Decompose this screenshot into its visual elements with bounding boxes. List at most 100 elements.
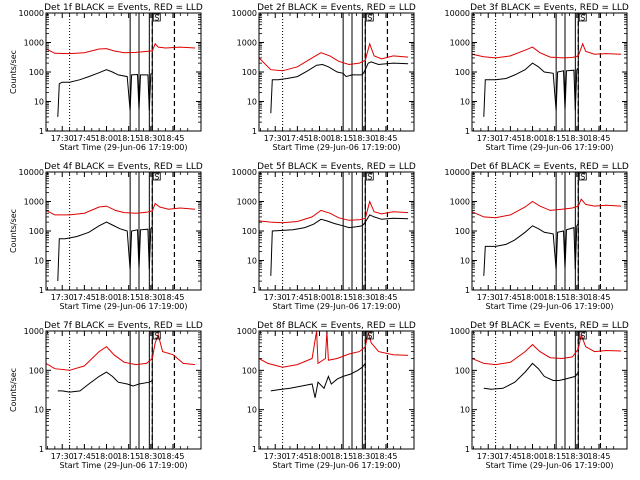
x-tick-label: 18:00 [521, 134, 544, 143]
y-tick-label: 10 [34, 98, 44, 107]
panel-title: Det 6f BLACK = Events, RED = LLD [470, 162, 629, 172]
y-tick-label: 10 [34, 406, 44, 415]
x-tick-label: 18:15 [543, 293, 566, 302]
y-tick-label: 1 [39, 127, 44, 136]
x-tick-label: 17:30 [477, 293, 500, 302]
shaded-marker-box [152, 331, 161, 340]
x-tick-label: 18:30 [139, 452, 162, 461]
x-tick-label: 17:45 [499, 134, 522, 143]
y-tick-label: 1 [39, 445, 44, 454]
events-series-line [57, 69, 153, 117]
x-axis-label: Start Time (29-Jun-06 17:19:00) [60, 302, 188, 311]
shaded-marker-box [578, 13, 587, 22]
x-tick-label: 18:00 [521, 452, 544, 461]
plot-area [46, 13, 196, 131]
plot-area [46, 331, 196, 449]
y-axis-label: Counts/sec [9, 368, 18, 412]
shaded-marker-label: S [580, 172, 585, 181]
x-tick-label: 18:15 [543, 452, 566, 461]
x-tick-label: 18:00 [308, 134, 331, 143]
lld-series-line [46, 333, 196, 371]
x-tick-label: 17:45 [73, 134, 96, 143]
y-tick-label: 100 [242, 68, 257, 77]
y-tick-label: 10 [34, 257, 44, 266]
x-tick-label: 17:30 [51, 452, 74, 461]
x-tick-label: 18:30 [352, 293, 375, 302]
lld-series-line [259, 331, 409, 368]
lld-series-line [46, 42, 196, 55]
lld-series-line [259, 199, 409, 224]
plot-frame [471, 171, 628, 291]
x-tick-label: 18:45 [374, 134, 397, 143]
y-tick-label: 10000 [19, 168, 44, 177]
x-tick-label: 18:30 [139, 293, 162, 302]
events-series-line [270, 363, 366, 398]
y-tick-label: 10000 [232, 168, 257, 177]
x-tick-label: 18:45 [374, 452, 397, 461]
panel-title: Det 3f BLACK = Events, RED = LLD [470, 3, 629, 13]
events-series-line [57, 221, 153, 282]
y-tick-label: 10 [460, 98, 470, 107]
y-tick-label: 10 [460, 406, 470, 415]
x-tick-label: 18:30 [565, 134, 588, 143]
x-tick-label: 18:45 [161, 452, 184, 461]
shaded-marker-label: S [367, 13, 372, 22]
x-tick-label: 17:30 [264, 293, 287, 302]
plot-frame [258, 330, 415, 450]
events-series-line [483, 223, 579, 276]
x-axis-label: Start Time (29-Jun-06 17:19:00) [486, 461, 614, 470]
y-tick-label: 1 [252, 286, 257, 295]
y-tick-label: 1000 [237, 327, 257, 336]
y-tick-label: 10 [460, 257, 470, 266]
x-tick-label: 18:00 [308, 293, 331, 302]
x-tick-label: 17:45 [286, 293, 309, 302]
plot-frame [45, 12, 202, 132]
events-series-line [57, 371, 153, 393]
panel-title: Det 1f BLACK = Events, RED = LLD [44, 3, 203, 13]
x-tick-label: 18:30 [352, 452, 375, 461]
x-tick-label: 17:45 [499, 293, 522, 302]
plot-area [259, 331, 409, 449]
shaded-marker-label: S [154, 331, 159, 340]
x-tick-label: 18:15 [117, 452, 140, 461]
shaded-marker-box [365, 172, 374, 181]
events-series-line [270, 61, 409, 114]
x-axis-label: Start Time (29-Jun-06 17:19:00) [60, 143, 188, 152]
y-axis-label: Counts/sec [9, 50, 18, 94]
x-tick-label: 17:30 [264, 134, 287, 143]
panel-title: Det 8f BLACK = Events, RED = LLD [257, 321, 416, 331]
x-tick-label: 18:45 [587, 452, 610, 461]
y-tick-label: 1000 [450, 198, 470, 207]
panel-title: Det 2f BLACK = Events, RED = LLD [257, 3, 416, 13]
y-tick-label: 1000 [450, 39, 470, 48]
y-tick-label: 1 [252, 445, 257, 454]
x-tick-label: 18:00 [95, 293, 118, 302]
y-tick-label: 100 [29, 366, 44, 375]
events-series-line [483, 62, 579, 117]
plot-area [46, 172, 196, 290]
x-tick-label: 18:45 [587, 293, 610, 302]
x-tick-label: 17:30 [477, 452, 500, 461]
x-tick-label: 18:45 [374, 293, 397, 302]
x-tick-label: 18:30 [565, 293, 588, 302]
y-tick-label: 1 [465, 286, 470, 295]
x-tick-label: 18:00 [95, 452, 118, 461]
y-tick-label: 10000 [19, 9, 44, 18]
x-tick-label: 17:30 [477, 134, 500, 143]
x-axis-label: Start Time (29-Jun-06 17:19:00) [486, 143, 614, 152]
shaded-marker-box [152, 13, 161, 22]
plot-area [472, 172, 622, 290]
x-axis-label: Start Time (29-Jun-06 17:19:00) [60, 461, 188, 470]
y-tick-label: 100 [29, 227, 44, 236]
panel-title: Det 9f BLACK = Events, RED = LLD [470, 321, 629, 331]
shaded-marker-box [578, 331, 587, 340]
lld-series-line [259, 42, 409, 72]
x-tick-label: 17:45 [286, 134, 309, 143]
plot-frame [45, 171, 202, 291]
x-tick-label: 18:45 [587, 134, 610, 143]
